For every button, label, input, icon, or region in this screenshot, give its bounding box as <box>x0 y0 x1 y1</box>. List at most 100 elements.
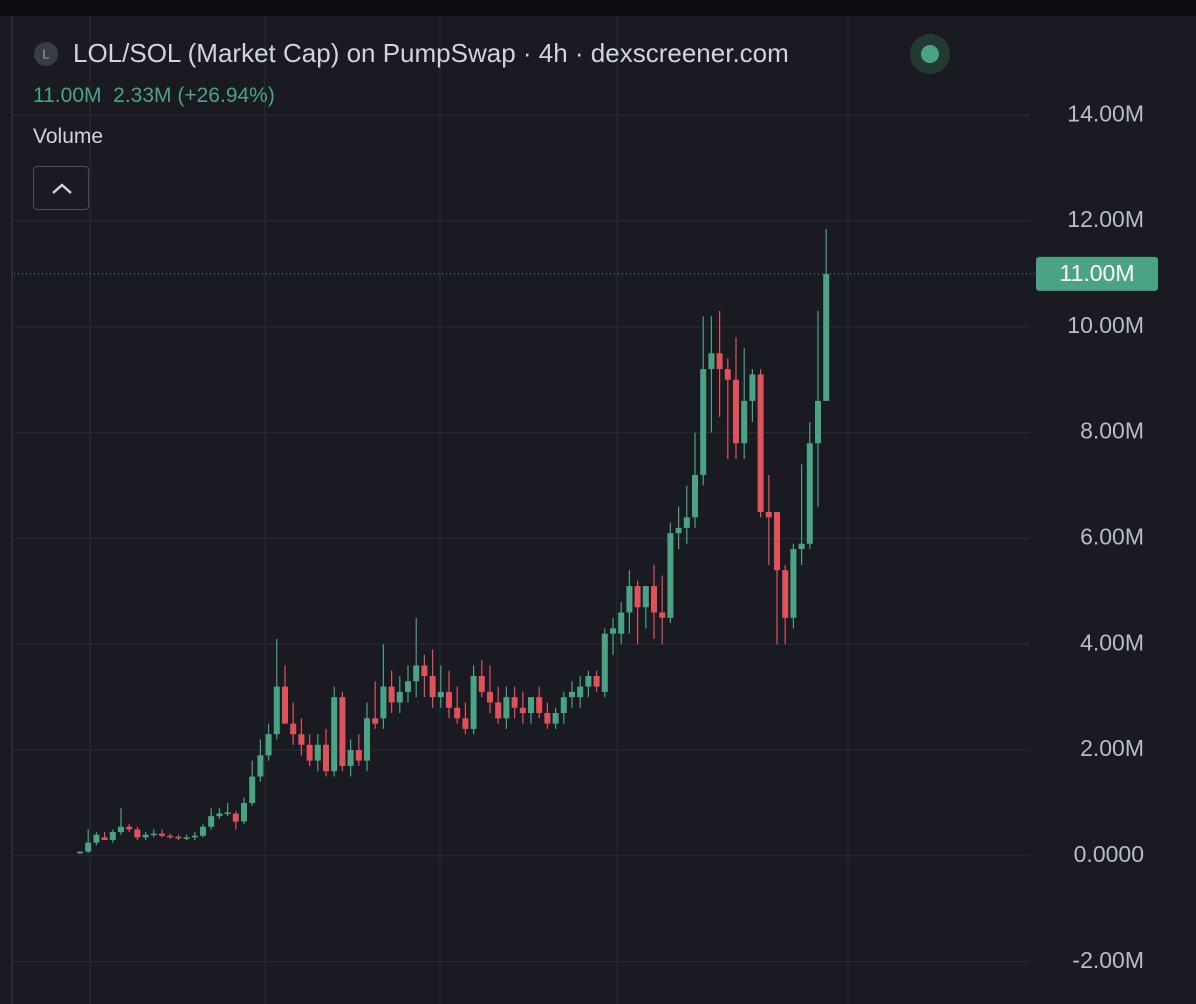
candle-body <box>200 826 206 836</box>
candle-body <box>683 517 690 528</box>
candle-body <box>560 697 567 714</box>
candle-body <box>823 273 830 401</box>
candle-body <box>749 374 756 401</box>
candle-body <box>667 533 674 618</box>
candle-body <box>118 826 124 833</box>
candle-body <box>339 697 346 766</box>
candle-body <box>306 744 313 761</box>
candle-body <box>265 734 272 756</box>
candle-body <box>708 353 715 370</box>
candle-body <box>618 612 625 634</box>
candle-body <box>519 707 526 714</box>
candle-body <box>298 734 305 745</box>
y-tick-label: 8.00M <box>1080 418 1144 444</box>
candle-body <box>290 723 297 735</box>
candle-body <box>77 851 83 854</box>
candle-body <box>757 374 764 512</box>
candle-body <box>282 686 288 724</box>
candle-body <box>364 718 370 761</box>
y-tick-label: 10.00M <box>1067 312 1144 338</box>
candle-body <box>388 686 395 703</box>
candle-body <box>659 612 666 618</box>
candle-body <box>765 512 772 518</box>
candle-body <box>224 812 231 814</box>
candle-body <box>208 816 215 827</box>
candle-body <box>782 570 789 618</box>
token-icon-letter: L <box>42 46 49 61</box>
y-tick-label: 6.00M <box>1080 524 1144 550</box>
candle-body <box>552 713 559 724</box>
candle-body <box>355 750 362 761</box>
y-tick-label: 4.00M <box>1080 629 1144 655</box>
candle-body <box>470 676 477 729</box>
candle-body <box>741 400 748 444</box>
candle-body <box>85 842 92 852</box>
candle-body <box>101 837 108 840</box>
candle-body <box>642 586 649 608</box>
candle-body <box>241 802 247 822</box>
last-price-tag <box>1036 256 1158 291</box>
candle-body <box>454 707 461 719</box>
top-bar <box>0 0 1196 16</box>
y-tick-label: 14.00M <box>1067 100 1144 126</box>
candle-body <box>528 697 534 714</box>
candle-body <box>733 379 739 444</box>
candle-body <box>462 718 469 729</box>
candle-body <box>273 686 280 735</box>
candle-body <box>675 527 682 534</box>
candle-body <box>249 776 256 803</box>
candle-body <box>569 691 575 698</box>
y-tick-label: 0.0000 <box>1074 841 1144 867</box>
candle-body <box>585 676 592 687</box>
candle-body <box>700 369 707 475</box>
candle-body <box>798 543 805 550</box>
candle-body <box>314 744 321 761</box>
candle-body <box>175 836 182 839</box>
candle-body <box>790 549 797 618</box>
candle-body <box>93 834 100 843</box>
candle-body <box>544 713 551 724</box>
candle-body <box>478 676 485 692</box>
candle-body <box>142 834 149 838</box>
candle-body <box>167 835 174 838</box>
candle-body <box>503 697 510 719</box>
y-tick-label: -2.00M <box>1072 947 1144 973</box>
candle-body <box>159 833 165 836</box>
candle-body <box>593 676 600 687</box>
time-grid <box>89 16 849 1004</box>
candle-body <box>380 686 387 719</box>
candle-body <box>437 691 444 698</box>
candle-body <box>806 443 813 544</box>
candle-body <box>347 750 354 766</box>
candle-body <box>331 697 338 772</box>
candle-body <box>626 586 633 613</box>
chevron-up <box>52 183 72 194</box>
candle-body <box>601 633 608 692</box>
candle-body <box>216 813 223 817</box>
candle-body <box>421 665 428 676</box>
candle-body <box>183 837 190 839</box>
candle-body <box>815 400 821 444</box>
token-icon <box>34 42 58 66</box>
candle-body <box>577 686 584 698</box>
candle-body <box>150 833 157 836</box>
candle-body <box>372 718 379 724</box>
candle-body <box>232 813 239 822</box>
candle-body <box>487 691 493 703</box>
y-tick-label: 12.00M <box>1067 206 1144 232</box>
candle-body <box>191 835 198 838</box>
candle-body <box>429 676 436 698</box>
collapse-button[interactable] <box>33 166 89 210</box>
candle-body <box>651 586 657 613</box>
change-value: 2.33M (+26.94%) <box>113 84 275 107</box>
candle-body <box>126 826 133 830</box>
candle-body <box>109 832 116 840</box>
close-value: 11.00M <box>33 84 102 107</box>
candle-body <box>716 353 723 370</box>
chart-title: LOL/SOL (Market Cap) on PumpSwap · 4h · … <box>73 38 789 68</box>
candle-body <box>257 755 264 777</box>
candle-body <box>692 474 698 518</box>
candle-body <box>405 681 411 692</box>
candle-body <box>413 665 420 682</box>
